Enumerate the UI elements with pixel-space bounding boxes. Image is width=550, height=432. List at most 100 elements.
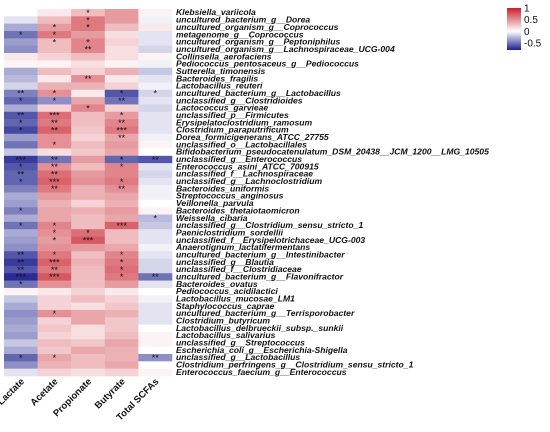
heatmap-cell bbox=[138, 302, 173, 311]
heatmap-cell bbox=[104, 199, 139, 208]
heatmap-cell bbox=[138, 45, 173, 54]
heatmap-cell bbox=[4, 192, 38, 201]
heatmap-cell bbox=[71, 221, 106, 230]
heatmap-cell bbox=[138, 273, 173, 281]
significance-marker: * bbox=[120, 111, 124, 121]
row-label: Enterococcus_asini_ATCC_700915 bbox=[176, 161, 319, 171]
heatmap-cell bbox=[104, 67, 139, 76]
row-label: Anaerotignum_lactatifermentans bbox=[175, 242, 310, 252]
significance-marker: *** bbox=[116, 125, 127, 135]
heatmap-cell bbox=[37, 23, 72, 32]
heatmap-cell bbox=[138, 170, 173, 179]
heatmap-cell bbox=[138, 317, 173, 325]
heatmap-cell bbox=[37, 111, 72, 120]
row-label: unclassified_g__Streptococcus bbox=[176, 338, 305, 348]
significance-marker: * bbox=[120, 258, 124, 268]
heatmap-cell bbox=[37, 16, 72, 24]
heatmap-cell bbox=[37, 104, 72, 113]
significance-marker: ** bbox=[51, 265, 59, 275]
significance-marker: *** bbox=[49, 272, 60, 282]
heatmap-cell bbox=[71, 258, 106, 267]
row-label: Bacteroides_thetaiotaomicron bbox=[176, 205, 300, 215]
heatmap-cell bbox=[71, 53, 106, 61]
heatmap-cell bbox=[4, 273, 38, 281]
heatmap-cell bbox=[104, 221, 139, 230]
significance-marker: * bbox=[120, 265, 124, 275]
significance-marker: * bbox=[19, 177, 23, 187]
heatmap-cell bbox=[71, 324, 106, 333]
heatmap-cell bbox=[138, 265, 173, 274]
heatmap-cell bbox=[71, 229, 106, 237]
heatmap-cell bbox=[37, 133, 72, 142]
heatmap-cell bbox=[37, 9, 72, 17]
significance-marker: * bbox=[19, 30, 23, 40]
heatmap-cell bbox=[104, 45, 139, 54]
significance-marker: *** bbox=[116, 221, 127, 231]
heatmap-cell bbox=[4, 346, 38, 355]
significance-marker: * bbox=[120, 272, 124, 282]
row-label: Lactobacillus_delbrueckii_subsp._sunkii bbox=[176, 323, 344, 333]
heatmap-cell bbox=[71, 89, 106, 98]
significance-marker: * bbox=[120, 177, 124, 187]
heatmap-cell bbox=[138, 243, 173, 252]
heatmap-cell bbox=[37, 361, 72, 369]
heatmap-cell bbox=[37, 97, 72, 105]
row-label: metagenome_g__Coprococcus bbox=[176, 29, 304, 39]
heatmap-cell bbox=[138, 163, 173, 171]
heatmap-cell bbox=[4, 67, 38, 76]
heatmap-cell bbox=[4, 185, 38, 193]
heatmap-cell bbox=[138, 229, 173, 237]
row-label: Clostridium_perfringens_g__Clostridium_s… bbox=[176, 360, 414, 370]
heatmap-cell bbox=[138, 221, 173, 230]
heatmap-cell bbox=[71, 16, 106, 24]
heatmap-cell bbox=[4, 16, 38, 24]
row-labels: Klebsiella_variicolauncultured_bacterium… bbox=[175, 7, 489, 377]
heatmap-cell bbox=[138, 207, 173, 215]
heatmap-cell bbox=[71, 9, 106, 17]
row-label: unclassified_f__Erysipelotrichaceae_UCG-… bbox=[176, 235, 365, 245]
heatmap-cell bbox=[138, 251, 173, 259]
row-label: Pediococcus_pentosaceus_g__Pediococcus bbox=[176, 59, 359, 69]
heatmap-cell bbox=[138, 82, 173, 91]
heatmap-cell bbox=[104, 82, 139, 91]
heatmap-cell bbox=[37, 53, 72, 61]
heatmap-cell bbox=[104, 16, 139, 24]
significance-marker: *** bbox=[49, 177, 60, 187]
heatmap-cell bbox=[37, 141, 72, 149]
heatmap-cell bbox=[138, 126, 173, 135]
significance-marker: ** bbox=[84, 74, 92, 84]
heatmap-cell bbox=[138, 97, 173, 105]
heatmap-cell bbox=[4, 199, 38, 208]
heatmap-cell bbox=[104, 229, 139, 237]
row-label: uncultured_bacterium_g__Flavonifractor bbox=[176, 271, 344, 281]
heatmap-cell bbox=[37, 82, 72, 91]
row-label: Clostridium_butyricum bbox=[176, 316, 270, 326]
heatmap-cell bbox=[71, 368, 106, 377]
heatmap-cell bbox=[71, 287, 106, 296]
row-label: Lactobacillus_reuteri bbox=[176, 81, 263, 91]
significance-marker: *** bbox=[83, 236, 94, 246]
significance-marker: ** bbox=[51, 162, 59, 172]
heatmap-cell bbox=[37, 75, 72, 83]
heatmap-cell bbox=[37, 265, 72, 274]
heatmap-cell bbox=[104, 111, 139, 120]
heatmap-cell bbox=[71, 60, 106, 69]
row-label: Bacteroides_fragilis bbox=[176, 73, 258, 83]
heatmap-cell bbox=[138, 185, 173, 193]
heatmap-cell bbox=[37, 31, 72, 39]
heatmap-cell bbox=[104, 273, 139, 281]
heatmap-cell bbox=[104, 31, 139, 39]
legend-tick-label: -0.5 bbox=[524, 39, 542, 50]
heatmap-cell bbox=[4, 126, 38, 135]
heatmap-cell bbox=[37, 317, 72, 325]
heatmap-cell bbox=[104, 331, 139, 340]
heatmap-cell bbox=[37, 126, 72, 135]
heatmap-cell bbox=[71, 126, 106, 135]
heatmap-cell bbox=[71, 67, 106, 76]
heatmap-cell bbox=[4, 339, 38, 347]
heatmap-cell bbox=[104, 141, 139, 149]
row-label: Clostridium_paraputrificum bbox=[176, 125, 289, 135]
heatmap-cell bbox=[71, 192, 106, 201]
